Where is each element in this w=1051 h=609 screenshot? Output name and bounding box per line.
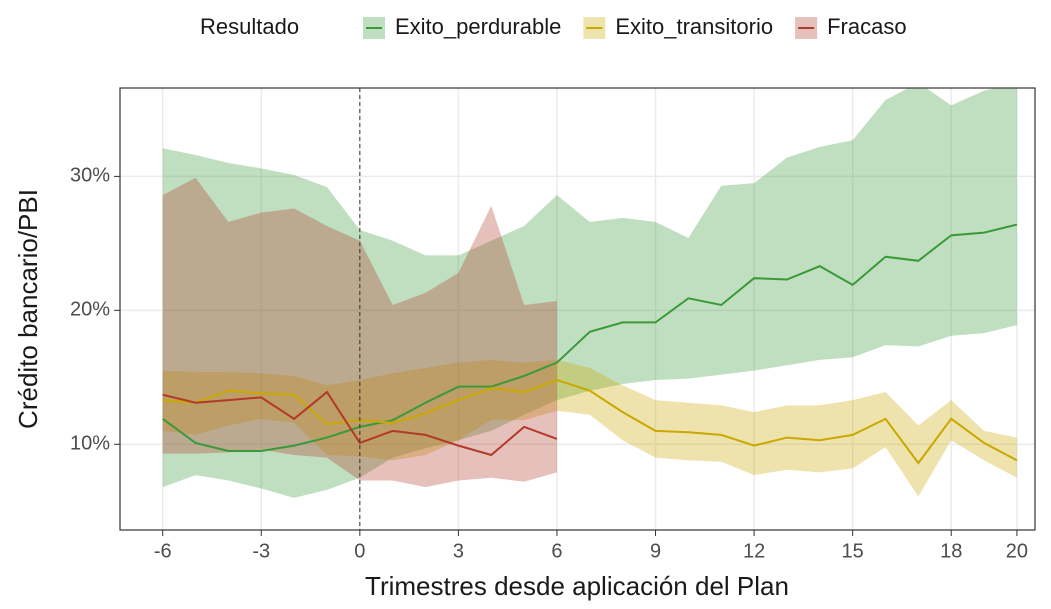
x-tick-label: 15 [842,540,864,562]
confidence-band [162,88,1017,498]
grid [120,88,1035,530]
confidence-band [162,177,557,488]
y-tick-label: 10% [70,433,110,455]
x-tick-label: 18 [940,540,962,562]
series-line [162,390,558,457]
series-line [162,378,1018,465]
plot-area [162,88,1018,530]
x-tick-label: 6 [551,540,562,562]
y-axis-title: Crédito bancario/PBI [13,189,43,429]
x-tick-label: 20 [1006,540,1028,562]
y-tick-label: 20% [70,299,110,321]
panel [120,88,1035,530]
x-tick-label: 9 [650,540,661,562]
x-tick-label: -3 [252,540,270,562]
x-tick-label: 0 [354,540,365,562]
x-tick-label: 12 [743,540,765,562]
y-tick-label: 30% [70,165,110,187]
legend-title: Resultado [200,14,299,39]
panel-border [119,87,1036,531]
x-tick-label: -6 [154,540,172,562]
legend-label: Exito_transitorio [615,14,773,39]
legend-label: Exito_perdurable [395,14,561,39]
x-tick-label: 3 [453,540,464,562]
series-line [162,223,1018,452]
confidence-band [162,359,1017,497]
legend-label: Fracaso [827,14,906,39]
legend: Exito_perdurable Exito_transitorio Fracaso [363,14,907,39]
x-axis-title: Trimestres desde aplicación del Plan [365,571,789,601]
